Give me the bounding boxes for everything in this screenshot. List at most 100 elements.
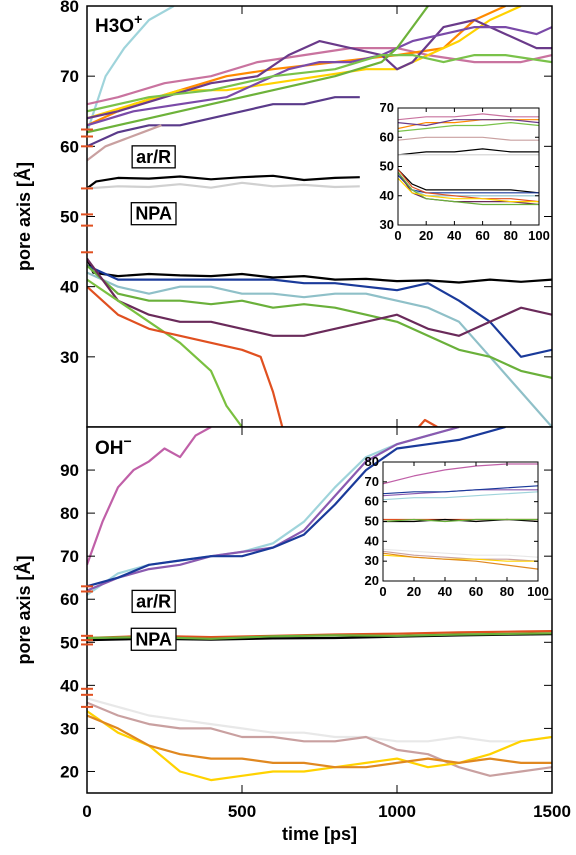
bottom-series-group — [87, 427, 552, 782]
top-series-0 — [87, 6, 175, 133]
top-inset-series-12 — [398, 171, 539, 206]
top-inset-ytick-label: 60 — [380, 129, 394, 144]
bottom-inset-xtick-label: 40 — [438, 584, 452, 599]
top-series-13 — [87, 264, 552, 358]
bottom-panel-label: OH− — [95, 433, 132, 459]
top-inset-series-group — [398, 113, 539, 206]
bottom-panel-label-base: OH — [95, 438, 124, 459]
top-inset-xtick-label: 0 — [394, 228, 401, 243]
top-inset-series-0 — [398, 113, 539, 121]
bottom-inset-series-7 — [383, 548, 538, 558]
top-inset-xtick-label: 100 — [528, 228, 550, 243]
top-panel-label-sup: + — [134, 11, 142, 27]
bottom-inset-xtick-label: 20 — [407, 584, 421, 599]
top-inset-series-11 — [398, 169, 539, 203]
bottom-inset-ytick-label: 20 — [365, 573, 379, 588]
top-inset-chart: 30 40 50 60 70 0 20 40 60 80 100 — [380, 100, 550, 243]
top-panel-label: H3O+ — [95, 11, 142, 37]
top-inset-series-7 — [398, 168, 539, 194]
bottom-ytick-label: 30 — [60, 719, 79, 738]
bottom-ytick-label: 20 — [60, 762, 79, 781]
bottom-inset-series-10 — [383, 552, 538, 570]
bottom-inset-ytick-label: 30 — [365, 553, 379, 568]
bottom-inset-ytick-label: 60 — [365, 494, 379, 509]
top-ytick-label: 60 — [60, 137, 79, 156]
bottom-panel-label-sup: − — [124, 433, 132, 449]
top-series-14 — [87, 271, 552, 427]
bottom-annotation-box-1 — [130, 627, 177, 651]
bottom-series-0 — [87, 427, 212, 566]
top-inset-series-3 — [398, 122, 539, 132]
top-ylabel: pore axis [Å] — [14, 162, 34, 271]
top-series-18 — [87, 285, 284, 427]
top-ytick-label: 70 — [60, 67, 79, 86]
bottom-xtick-label: 500 — [228, 802, 256, 821]
bottom-frame — [86, 426, 553, 794]
top-inset-ytick-label: 70 — [380, 100, 394, 115]
bottom-inset-series-8 — [383, 550, 538, 562]
top-series-10 — [87, 174, 360, 190]
bottom-series-8 — [87, 701, 552, 777]
bottom-series-10 — [87, 714, 552, 769]
top-series-7 — [87, 54, 552, 113]
top-series-3 — [87, 6, 522, 120]
bottom-annotation-1: NPA — [135, 629, 172, 649]
bottom-xlabel: time [ps] — [282, 824, 357, 844]
top-ytick-label: 40 — [60, 278, 79, 297]
top-series-12 — [87, 258, 552, 284]
bottom-xtick-label: 1000 — [378, 802, 416, 821]
bottom-ytick-label: 50 — [60, 633, 79, 652]
bottom-inset-series-group — [383, 463, 538, 570]
bottom-xtick-label: 1500 — [533, 802, 571, 821]
bottom-ytick-label: 40 — [60, 676, 79, 695]
top-inset-xtick-label: 80 — [504, 228, 518, 243]
bottom-annotation-0: ar/R — [136, 591, 171, 611]
top-inset-series-4 — [398, 136, 539, 141]
bottom-series-9 — [87, 710, 552, 782]
top-inset-series-2 — [398, 119, 539, 127]
top-series-9 — [87, 124, 162, 162]
top-inset-xtick-label: 60 — [475, 228, 489, 243]
top-inset-plot-area — [398, 108, 539, 225]
bottom-xtick-label: 0 — [82, 802, 91, 821]
bottom-inset-xtick-label: 60 — [469, 584, 483, 599]
bottom-inset-series-1 — [383, 491, 538, 501]
top-series-11 — [87, 181, 360, 190]
top-ytick-label: 50 — [60, 208, 79, 227]
top-inset-ytick-label: 50 — [380, 159, 394, 174]
top-series-19 — [417, 418, 438, 427]
bottom-inset-ytick-label: 80 — [365, 454, 379, 469]
top-series-6 — [87, 6, 429, 134]
top-annotation-box-1 — [130, 202, 177, 226]
bottom-inset-series-0 — [383, 463, 538, 485]
top-annotation-box-0 — [131, 145, 176, 169]
bottom-ytick-label: 70 — [60, 547, 79, 566]
bottom-inset-series-3 — [383, 485, 538, 495]
top-series-5 — [87, 26, 552, 127]
top-series-15 — [87, 264, 552, 379]
top-inset-xtick-label: 40 — [447, 228, 461, 243]
bottom-inset-ytick-label: 40 — [365, 533, 379, 548]
top-annotation-1: NPA — [135, 204, 172, 224]
bottom-ytick-label: 60 — [60, 590, 79, 609]
top-inset-ytick-label: 30 — [380, 217, 394, 232]
bottom-inset-ytick-label: 50 — [365, 514, 379, 529]
top-series-16 — [87, 257, 552, 337]
bottom-inset-xtick-label: 80 — [500, 584, 514, 599]
bottom-ytick-label: 90 — [60, 461, 79, 480]
top-series-8 — [87, 96, 360, 148]
bottom-ylabel: pore axis [Å] — [14, 555, 34, 664]
bottom-series-7 — [87, 697, 552, 743]
top-inset-ytick-label: 40 — [380, 188, 394, 203]
bottom-annotation-box-0 — [131, 589, 176, 614]
bottom-inset-xtick-label: 100 — [527, 584, 549, 599]
bottom-inset-series-6 — [383, 518, 538, 523]
top-annotation-0: ar/R — [136, 147, 171, 167]
bottom-inset-xtick-label: 0 — [379, 584, 386, 599]
top-series-17 — [87, 278, 243, 427]
top-ytick-label: 30 — [60, 348, 79, 367]
bottom-inset-ytick-label: 70 — [365, 474, 379, 489]
